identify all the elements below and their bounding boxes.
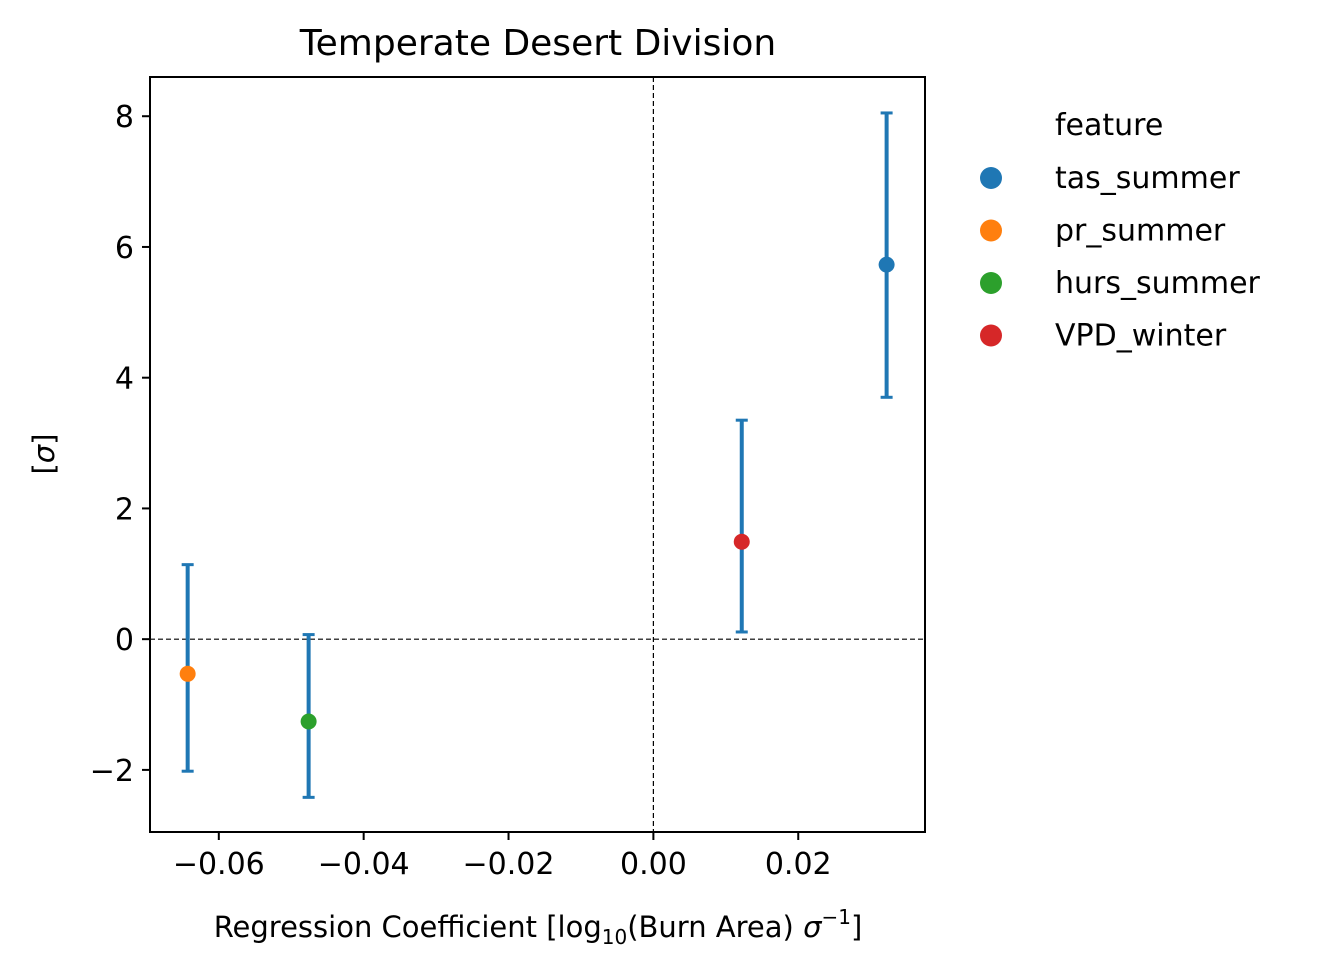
error-bar-tas_summer	[880, 111, 893, 399]
legend-item-hurs_summer: hurs_summer	[980, 266, 1261, 301]
legend-label: tas_summer	[1055, 161, 1240, 196]
legend-marker	[980, 324, 1002, 347]
x-axis-ticks: −0.06 −0.04 −0.02 0.00 0.02	[173, 832, 832, 882]
plot-frame	[149, 76, 926, 833]
plot-border	[149, 76, 926, 833]
y-axis-label: [σ]	[27, 433, 61, 474]
x-tick-label: −0.02	[463, 847, 555, 882]
point-hurs_summer	[300, 713, 317, 730]
legend-label: pr_summer	[1055, 214, 1226, 249]
plot-area	[150, 77, 925, 832]
y-tick-label: 0	[115, 623, 134, 658]
legend-marker	[980, 219, 1002, 242]
x-tick-label: 0.02	[765, 847, 832, 882]
chart-title: Temperate Desert Division	[299, 23, 776, 64]
point-tas_summer	[878, 256, 895, 273]
y-axis-ticks: −2 0 2 4 6 8	[90, 100, 150, 789]
reference-lines	[150, 77, 925, 832]
y-tick-label: −2	[90, 754, 134, 789]
plot-background	[150, 77, 925, 832]
legend-item-pr_summer: pr_summer	[980, 214, 1226, 249]
legend-title: feature	[1055, 108, 1163, 143]
legend-marker	[980, 272, 1002, 294]
x-tick-label: −0.06	[173, 847, 265, 882]
y-tick-label: 4	[115, 362, 134, 397]
legend: feature tas_summer pr_summer hurs_summer VP…	[980, 108, 1261, 354]
legend-marker	[980, 167, 1002, 189]
x-axis-label: Regression Coefficient [log10(Burn Area)…	[214, 905, 863, 949]
error-bar-VPD_winter	[735, 418, 748, 634]
point-VPD_winter	[733, 533, 750, 550]
x-tick-label: −0.04	[318, 847, 410, 882]
y-tick-label: 6	[115, 231, 134, 266]
legend-item-tas_summer: tas_summer	[980, 161, 1240, 196]
legend-item-VPD_winter: VPD_winter	[980, 319, 1227, 354]
legend-label: hurs_summer	[1055, 266, 1261, 301]
point-pr_summer	[179, 665, 196, 682]
data-points	[179, 256, 895, 730]
y-tick-label: 2	[115, 492, 134, 527]
legend-label: VPD_winter	[1055, 319, 1227, 354]
x-tick-label: 0.00	[620, 847, 687, 882]
y-tick-label: 8	[115, 100, 134, 135]
